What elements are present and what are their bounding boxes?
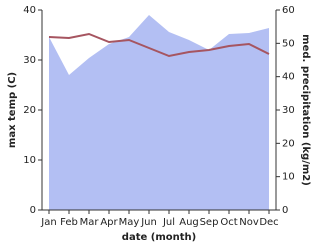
x-axis-title: date (month) bbox=[122, 232, 196, 243]
x-tick-label: Apr bbox=[100, 217, 118, 228]
y2-tick-label: 40 bbox=[282, 72, 295, 83]
precipitation-area bbox=[49, 15, 269, 210]
x-tick-label: Feb bbox=[60, 217, 78, 228]
y2-tick-label: 10 bbox=[282, 172, 295, 183]
x-tick-label: Sep bbox=[200, 217, 219, 228]
y2-tick-label: 60 bbox=[282, 5, 295, 16]
x-tick-label: Jun bbox=[140, 217, 157, 228]
y2-tick-label: 30 bbox=[282, 105, 295, 116]
x-tick-label: Dec bbox=[259, 217, 278, 228]
x-tick-label: Oct bbox=[220, 217, 237, 228]
x-tick-label: Mar bbox=[80, 217, 100, 228]
x-tick-label: Jan bbox=[40, 217, 56, 228]
x-tick-label: Aug bbox=[179, 217, 199, 228]
x-tick-label: May bbox=[119, 217, 140, 228]
y2-axis-title: med. precipitation (kg/m2) bbox=[300, 34, 311, 186]
y2-tick-label: 20 bbox=[282, 138, 295, 149]
y2-tick-label: 50 bbox=[282, 38, 295, 49]
y-tick-label: 10 bbox=[23, 155, 36, 166]
y-tick-label: 20 bbox=[23, 105, 36, 116]
y-axis-title: max temp (C) bbox=[7, 72, 18, 148]
temperature-line bbox=[48, 32, 270, 58]
y-tick-label: 30 bbox=[23, 55, 36, 66]
y-tick-label: 0 bbox=[30, 205, 36, 216]
x-tick-label: Nov bbox=[239, 217, 259, 228]
x-tick-label: Jul bbox=[162, 217, 175, 228]
y-tick-label: 40 bbox=[23, 5, 36, 16]
y2-tick-label: 0 bbox=[282, 205, 288, 216]
